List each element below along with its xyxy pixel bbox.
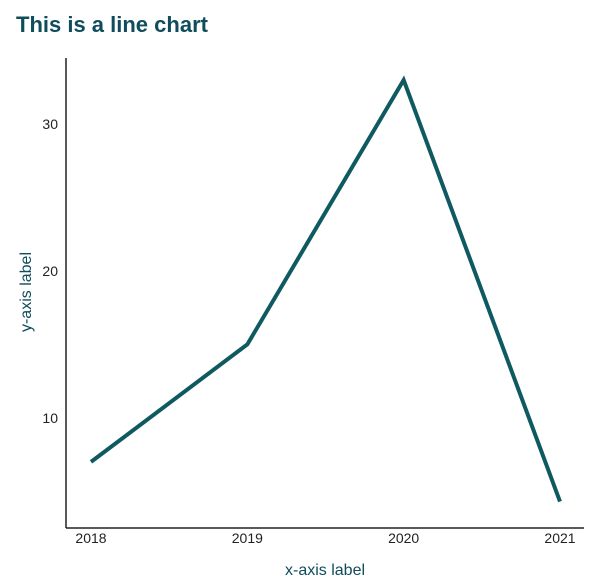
x-axis-label: x-axis label — [285, 562, 365, 579]
x-tick-label: 2021 — [544, 530, 575, 546]
y-tick-group: 10 20 30 — [42, 116, 58, 426]
y-axis-label: y-axis label — [18, 252, 35, 332]
y-tick-label: 20 — [42, 263, 58, 279]
x-tick-group: 2018 2019 2020 2021 — [75, 530, 575, 546]
x-tick-label: 2018 — [75, 530, 106, 546]
x-tick-label: 2020 — [388, 530, 419, 546]
y-tick-label: 30 — [42, 116, 58, 132]
x-tick-label: 2019 — [232, 530, 263, 546]
chart-title: This is a line chart — [16, 12, 208, 37]
y-tick-label: 10 — [42, 410, 58, 426]
series-line — [89, 75, 562, 503]
